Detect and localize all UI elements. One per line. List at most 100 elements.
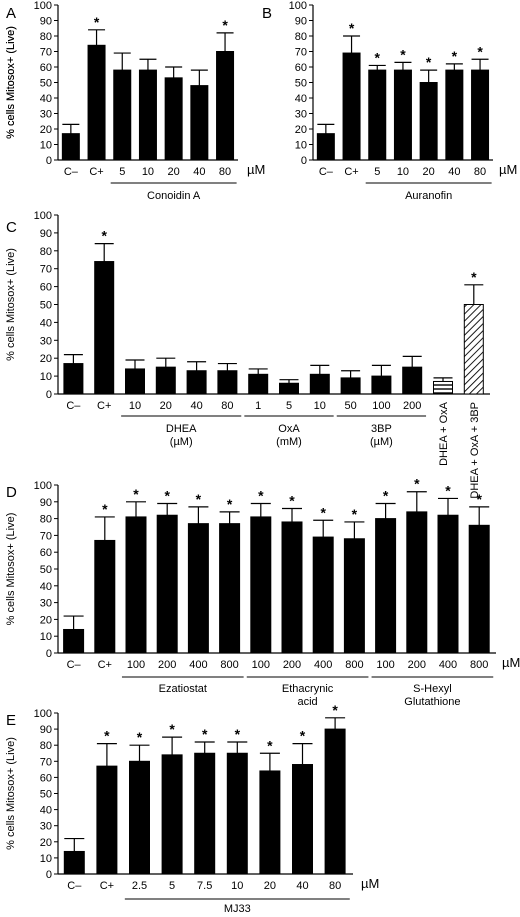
x-tick-label: C+ (98, 659, 112, 671)
y-tick-label: 60 (40, 282, 52, 294)
y-tick-label: 80 (40, 31, 52, 43)
y-axis-label: % cells Mitosox+ (Live) (5, 248, 17, 361)
x-tick-label: 20 (423, 166, 435, 178)
bar (406, 511, 428, 654)
y-tick-label: 70 (295, 47, 307, 59)
bar (375, 518, 397, 654)
x-tick-label: 80 (221, 400, 233, 412)
significance-star: * (227, 496, 233, 512)
bar (343, 538, 365, 654)
y-tick-label: 90 (295, 16, 307, 28)
bar (61, 133, 80, 161)
bar (219, 523, 241, 654)
x-tick-label: 10 (129, 400, 141, 412)
y-tick-label: 50 (40, 564, 52, 576)
significance-star: * (300, 728, 306, 744)
y-tick-label: 70 (40, 47, 52, 59)
x-tick-label: C+ (344, 166, 358, 178)
x-tick-label: 5 (286, 400, 292, 412)
x-tick-label: 200 (403, 400, 421, 412)
bar (63, 850, 85, 875)
significance-star: * (289, 493, 295, 509)
bar (463, 304, 484, 395)
y-tick-label: 100 (34, 708, 52, 720)
y-tick-label: 10 (295, 140, 307, 152)
significance-star: * (258, 487, 264, 503)
bar (248, 373, 269, 395)
significance-star: * (445, 482, 451, 498)
panel-letter: D (6, 484, 17, 501)
x-tick-label: 2.5 (132, 880, 147, 892)
bar (342, 52, 361, 161)
x-tick-label: 100 (127, 659, 145, 671)
x-tick-label: 5 (119, 166, 125, 178)
x-tick-label: 7.5 (197, 880, 212, 892)
y-tick-label: 60 (40, 772, 52, 784)
x-tick-label: 10 (397, 166, 409, 178)
significance-star: * (400, 46, 406, 62)
group-label: Ezatiostat (159, 683, 207, 695)
y-tick-label: 40 (40, 93, 52, 105)
chart-panel-c: C % cells Mitosox+ (Live) 0 10 20 30 40 50 60 70 8… (5, 210, 490, 499)
y-tick-label: 0 (46, 869, 52, 881)
significance-star: * (94, 14, 100, 30)
y-tick-label: 60 (295, 62, 307, 74)
x-tick-label: 200 (283, 659, 301, 671)
y-tick-label: 30 (40, 335, 52, 347)
chart-panel-a: A % cells Mitosox+ (Live) 0 10 20 30 40 50 60 70 8… (5, 0, 265, 202)
x-tick-label: 50 (344, 400, 356, 412)
unit-label: µM (247, 162, 265, 177)
y-tick-label: 90 (40, 724, 52, 736)
bar (279, 382, 299, 395)
group-label: Auranofin (405, 190, 452, 202)
significance-star: * (426, 54, 432, 70)
group-label: 3BP (371, 423, 392, 435)
y-tick-label: 30 (40, 821, 52, 833)
significance-star: * (101, 228, 107, 244)
y-tick-label: 80 (40, 246, 52, 258)
x-tick-label: 80 (474, 166, 486, 178)
y-tick-label: 60 (40, 547, 52, 559)
significance-star: * (476, 491, 482, 507)
y-tick-label: 10 (40, 853, 52, 865)
group-label: S-Hexyl (413, 683, 452, 695)
significance-star: * (222, 17, 228, 33)
x-tick-label: C+ (100, 880, 114, 892)
significance-star: * (383, 487, 389, 503)
y-tick-label: 50 (40, 78, 52, 90)
significance-star: * (349, 20, 355, 36)
x-tick-label: 800 (345, 659, 363, 671)
bar (445, 69, 464, 161)
y-tick-label: 30 (40, 109, 52, 121)
unit-label: µM (499, 162, 517, 177)
y-tick-label: 0 (301, 155, 307, 167)
group-label: Ethacrynic (282, 683, 334, 695)
x-tick-label: 20 (160, 400, 172, 412)
y-tick-label: 20 (295, 124, 307, 136)
significance-star: * (137, 729, 143, 745)
significance-star: * (375, 49, 381, 65)
group-label: DHEA (166, 423, 197, 435)
significance-star: * (352, 506, 358, 522)
bar (419, 82, 438, 161)
panel-letter: B (262, 5, 272, 22)
x-tick-label: 5 (374, 166, 380, 178)
y-tick-label: 40 (40, 581, 52, 593)
significance-star: * (164, 487, 170, 503)
y-tick-label: 20 (40, 353, 52, 365)
x-tick-label: 400 (189, 659, 207, 671)
bar (292, 764, 313, 875)
bar (312, 536, 334, 654)
x-tick-label: DHEA + OxA (438, 401, 450, 466)
y-tick-label: 70 (40, 530, 52, 542)
x-tick-label: DHEA + OxA + 3BP (469, 402, 481, 499)
bar (94, 539, 116, 654)
y-tick-label: 0 (46, 389, 52, 401)
x-tick-label: 10 (231, 880, 243, 892)
bar (393, 69, 412, 161)
x-tick-label: C– (66, 400, 81, 412)
bar (340, 377, 361, 395)
bar (187, 523, 209, 654)
bar (96, 765, 118, 875)
y-tick-label: 100 (34, 210, 52, 222)
